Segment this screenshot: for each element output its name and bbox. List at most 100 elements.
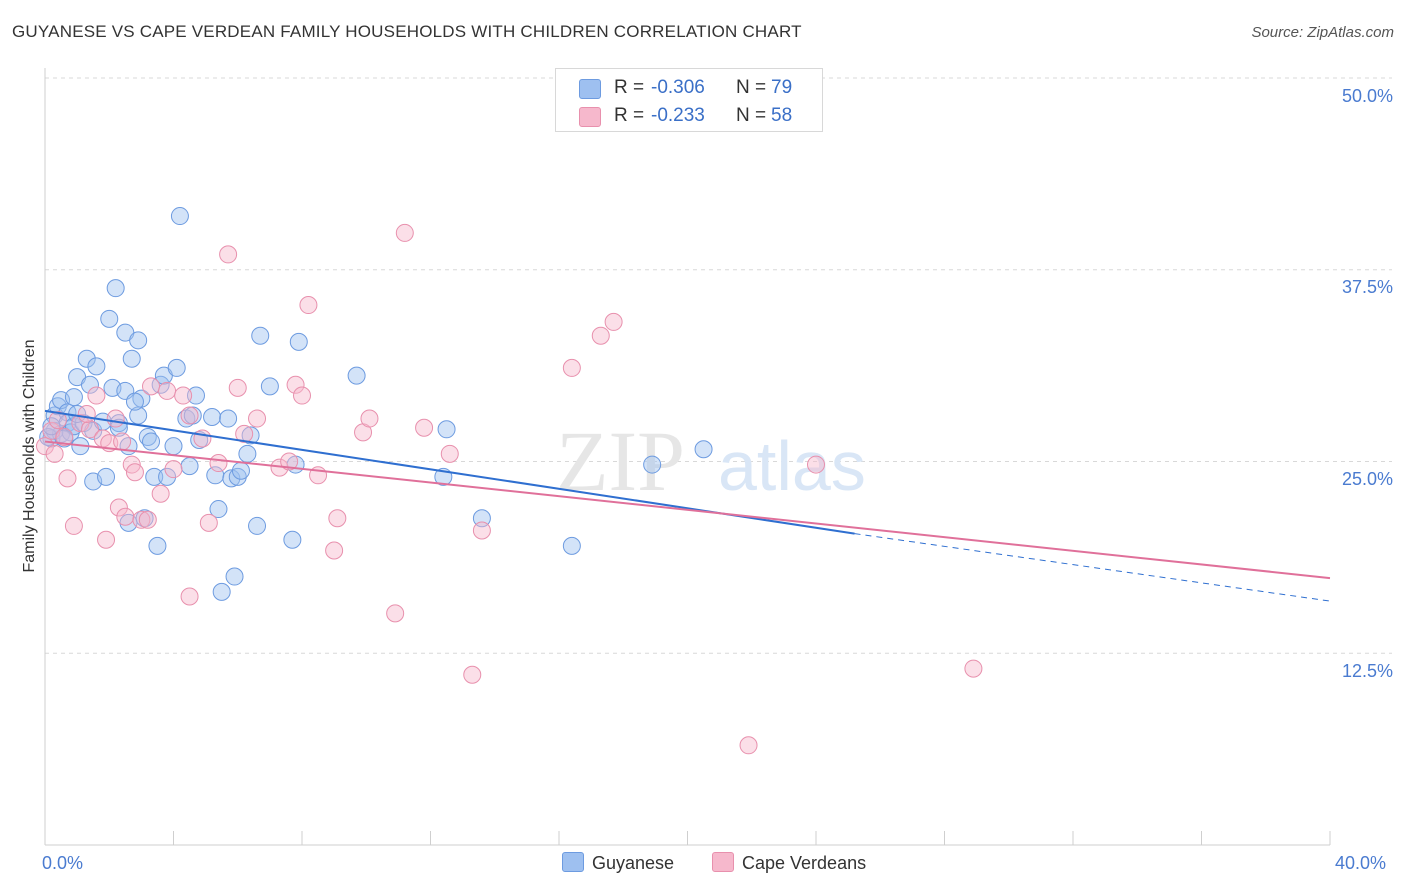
cape-verdean-point — [48, 411, 67, 430]
guyanese-legend-swatch — [562, 852, 584, 872]
cape-verdean-point — [55, 427, 74, 446]
cape-verdean-point — [440, 444, 459, 463]
guyanese-point — [125, 392, 144, 411]
guyanese-point — [167, 358, 186, 377]
guyanese-point — [142, 432, 161, 451]
cape-verdean-point — [138, 510, 157, 529]
guyanese-point — [164, 437, 183, 456]
grid-lines — [45, 77, 1392, 654]
n-label: N = — [736, 77, 767, 98]
cape-verdean-point — [248, 409, 267, 428]
cape-verdean-point — [386, 604, 405, 623]
cape-verdeans-legend-label: Cape Verdeans — [742, 853, 867, 873]
guyanese-swatch — [579, 79, 601, 99]
cape-verdean-point — [180, 406, 199, 425]
cape-verdean-point — [109, 498, 128, 517]
cape-verdean-point — [591, 326, 610, 345]
n-label: N = — [736, 105, 767, 126]
legend-row-cape-verdeans: R = -0.233 N = 58 — [556, 101, 822, 129]
cape-verdean-point — [71, 414, 90, 433]
cape-verdean-trend-line — [44, 440, 1331, 580]
guyanese-point — [80, 375, 99, 394]
cape-verdean-point — [604, 312, 623, 331]
cape-verdean-point — [64, 516, 83, 535]
watermark-atlas: atlas — [718, 427, 866, 505]
cape-verdean-point — [164, 460, 183, 479]
cape-verdean-point — [113, 432, 132, 451]
cape-verdean-point — [45, 444, 64, 463]
cape-verdean-point — [739, 736, 758, 755]
cape-verdean-point — [395, 223, 414, 242]
data-points — [36, 207, 983, 755]
cape-verdean-point — [125, 463, 144, 482]
r-label: R = — [614, 77, 645, 98]
guyanese-point — [219, 409, 238, 428]
source-label: Source: ZipAtlas.com — [1251, 24, 1394, 41]
watermark-zip: ZIP — [556, 413, 685, 509]
guyanese-point — [170, 207, 189, 226]
cape-verdeans-n-value: 58 — [771, 105, 793, 126]
cape-verdean-point — [286, 375, 305, 394]
cape-verdean-point — [325, 541, 344, 560]
cape-verdean-point — [174, 386, 193, 405]
stats-legend: R = -0.306 N = 79 R = -0.233 N = 58 — [555, 68, 823, 132]
guyanese-point — [135, 509, 154, 528]
guyanese-point — [148, 536, 167, 555]
guyanese-point — [643, 455, 662, 474]
guyanese-point — [77, 349, 96, 368]
guyanese-n-value: 79 — [771, 77, 793, 98]
guyanese-trend-extension — [854, 533, 1331, 602]
cape-verdean-point — [180, 587, 199, 606]
guyanese-point — [260, 377, 279, 396]
guyanese-point — [209, 500, 228, 519]
guyanese-point — [87, 357, 106, 376]
guyanese-point — [158, 467, 177, 486]
cape-verdean-point — [193, 429, 212, 448]
cape-verdean-point — [299, 296, 318, 315]
guyanese-point — [238, 444, 257, 463]
guyanese-point — [145, 467, 164, 486]
cape-verdean-point — [58, 469, 77, 488]
guyanese-point — [203, 408, 222, 427]
cape-verdean-point — [415, 418, 434, 437]
guyanese-point — [225, 567, 244, 586]
y-tick-25: 25.0% — [1341, 469, 1393, 489]
guyanese-legend-label: Guyanese — [592, 853, 675, 873]
cape-verdean-point — [235, 424, 254, 443]
guyanese-point — [129, 331, 148, 350]
bottom-legend-guyanese[interactable]: Guyanese — [562, 852, 674, 874]
guyanese-point — [186, 386, 205, 405]
guyanese-point — [562, 536, 581, 555]
guyanese-point — [289, 332, 308, 351]
cape-verdean-point — [209, 454, 228, 473]
cape-verdean-point — [472, 521, 491, 540]
cape-verdean-point — [280, 452, 299, 471]
cape-verdean-point — [219, 245, 238, 264]
legend-row-guyanese: R = -0.306 N = 79 — [556, 73, 822, 101]
guyanese-point — [283, 530, 302, 549]
y-tick-37-5: 37.5% — [1341, 277, 1393, 297]
guyanese-point — [241, 426, 260, 445]
cape-verdean-point — [77, 404, 96, 423]
guyanese-point — [180, 457, 199, 476]
guyanese-point — [122, 349, 141, 368]
axes — [44, 68, 1331, 846]
cape-verdean-point — [158, 381, 177, 400]
guyanese-point — [347, 366, 366, 385]
watermark: ZIP atlas — [556, 413, 866, 509]
guyanese-point — [248, 516, 267, 535]
guyanese-r-value: -0.306 — [651, 77, 705, 98]
guyanese-point — [437, 420, 456, 439]
guyanese-point — [100, 309, 119, 328]
cape-verdean-point — [228, 378, 247, 397]
trend-lines — [44, 409, 1331, 602]
cape-verdean-point — [360, 409, 379, 428]
guyanese-point — [212, 582, 231, 601]
cape-verdean-point — [807, 455, 825, 474]
cape-verdean-point — [142, 377, 161, 396]
y-axis-label: Family Households with Children — [21, 339, 38, 573]
y-tick-12-5: 12.5% — [1341, 661, 1393, 681]
guyanese-point — [106, 279, 125, 298]
bottom-legend-cape-verdeans[interactable]: Cape Verdeans — [712, 852, 866, 874]
cape-verdean-point — [106, 409, 125, 428]
